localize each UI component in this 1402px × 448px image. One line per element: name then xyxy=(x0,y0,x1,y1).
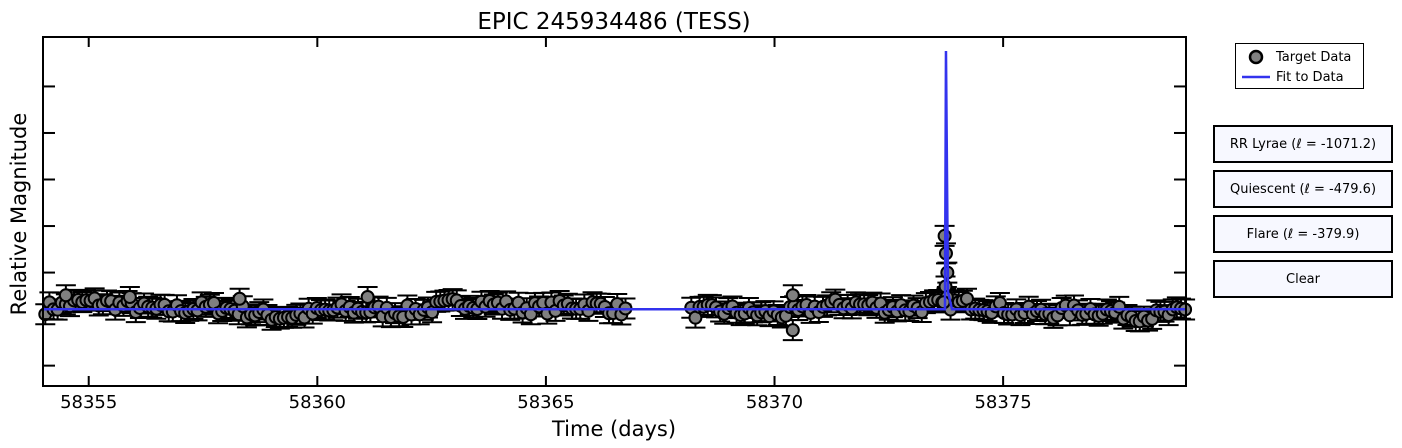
light-curve-plot: EPIC 245934486 (TESS) Time (days) Relati… xyxy=(7,9,1196,441)
quiescent-button[interactable]: Quiescent (ℓ = -479.6) xyxy=(1213,170,1393,208)
plot-marks xyxy=(35,50,1196,342)
legend-label: Target Data xyxy=(1276,49,1352,65)
data-points xyxy=(38,228,1193,338)
circle-marker-icon xyxy=(1236,47,1276,67)
x-ticks: 58355 58360 58365 58370 58375 xyxy=(60,37,1032,413)
fit-line xyxy=(43,50,1186,311)
data-point xyxy=(785,288,800,303)
x-tick-label: 58360 xyxy=(289,392,346,413)
legend-label: Fit to Data xyxy=(1276,69,1344,85)
legend-item-target-data: Target Data xyxy=(1236,47,1351,67)
data-point xyxy=(360,290,375,305)
x-axis-label: Time (days) xyxy=(551,417,676,441)
data-point xyxy=(122,290,137,305)
flare-button[interactable]: Flare (ℓ = -379.9) xyxy=(1213,215,1393,253)
data-point xyxy=(232,291,247,306)
line-marker-icon xyxy=(1236,67,1276,87)
legend: Target Data Fit to Data xyxy=(1235,43,1364,89)
x-tick-label: 58375 xyxy=(974,392,1031,413)
data-point xyxy=(58,288,73,303)
y-axis-label: Relative Magnitude xyxy=(7,113,31,316)
error-bars xyxy=(35,224,1196,342)
rr-lyrae-button[interactable]: RR Lyrae (ℓ = -1071.2) xyxy=(1213,125,1393,163)
control-panel: Target Data Fit to Data RR Lyrae (ℓ = -1… xyxy=(1200,0,1402,448)
x-tick-label: 58355 xyxy=(60,392,117,413)
clear-button[interactable]: Clear xyxy=(1213,260,1393,298)
chart-title: EPIC 245934486 (TESS) xyxy=(477,9,750,35)
y-ticks xyxy=(43,85,1186,367)
x-tick-label: 58370 xyxy=(746,392,803,413)
plot-frame xyxy=(42,36,1187,387)
data-point xyxy=(785,323,800,338)
data-point xyxy=(936,295,951,310)
legend-item-fit-to-data: Fit to Data xyxy=(1236,67,1344,87)
x-tick-label: 58365 xyxy=(517,392,574,413)
